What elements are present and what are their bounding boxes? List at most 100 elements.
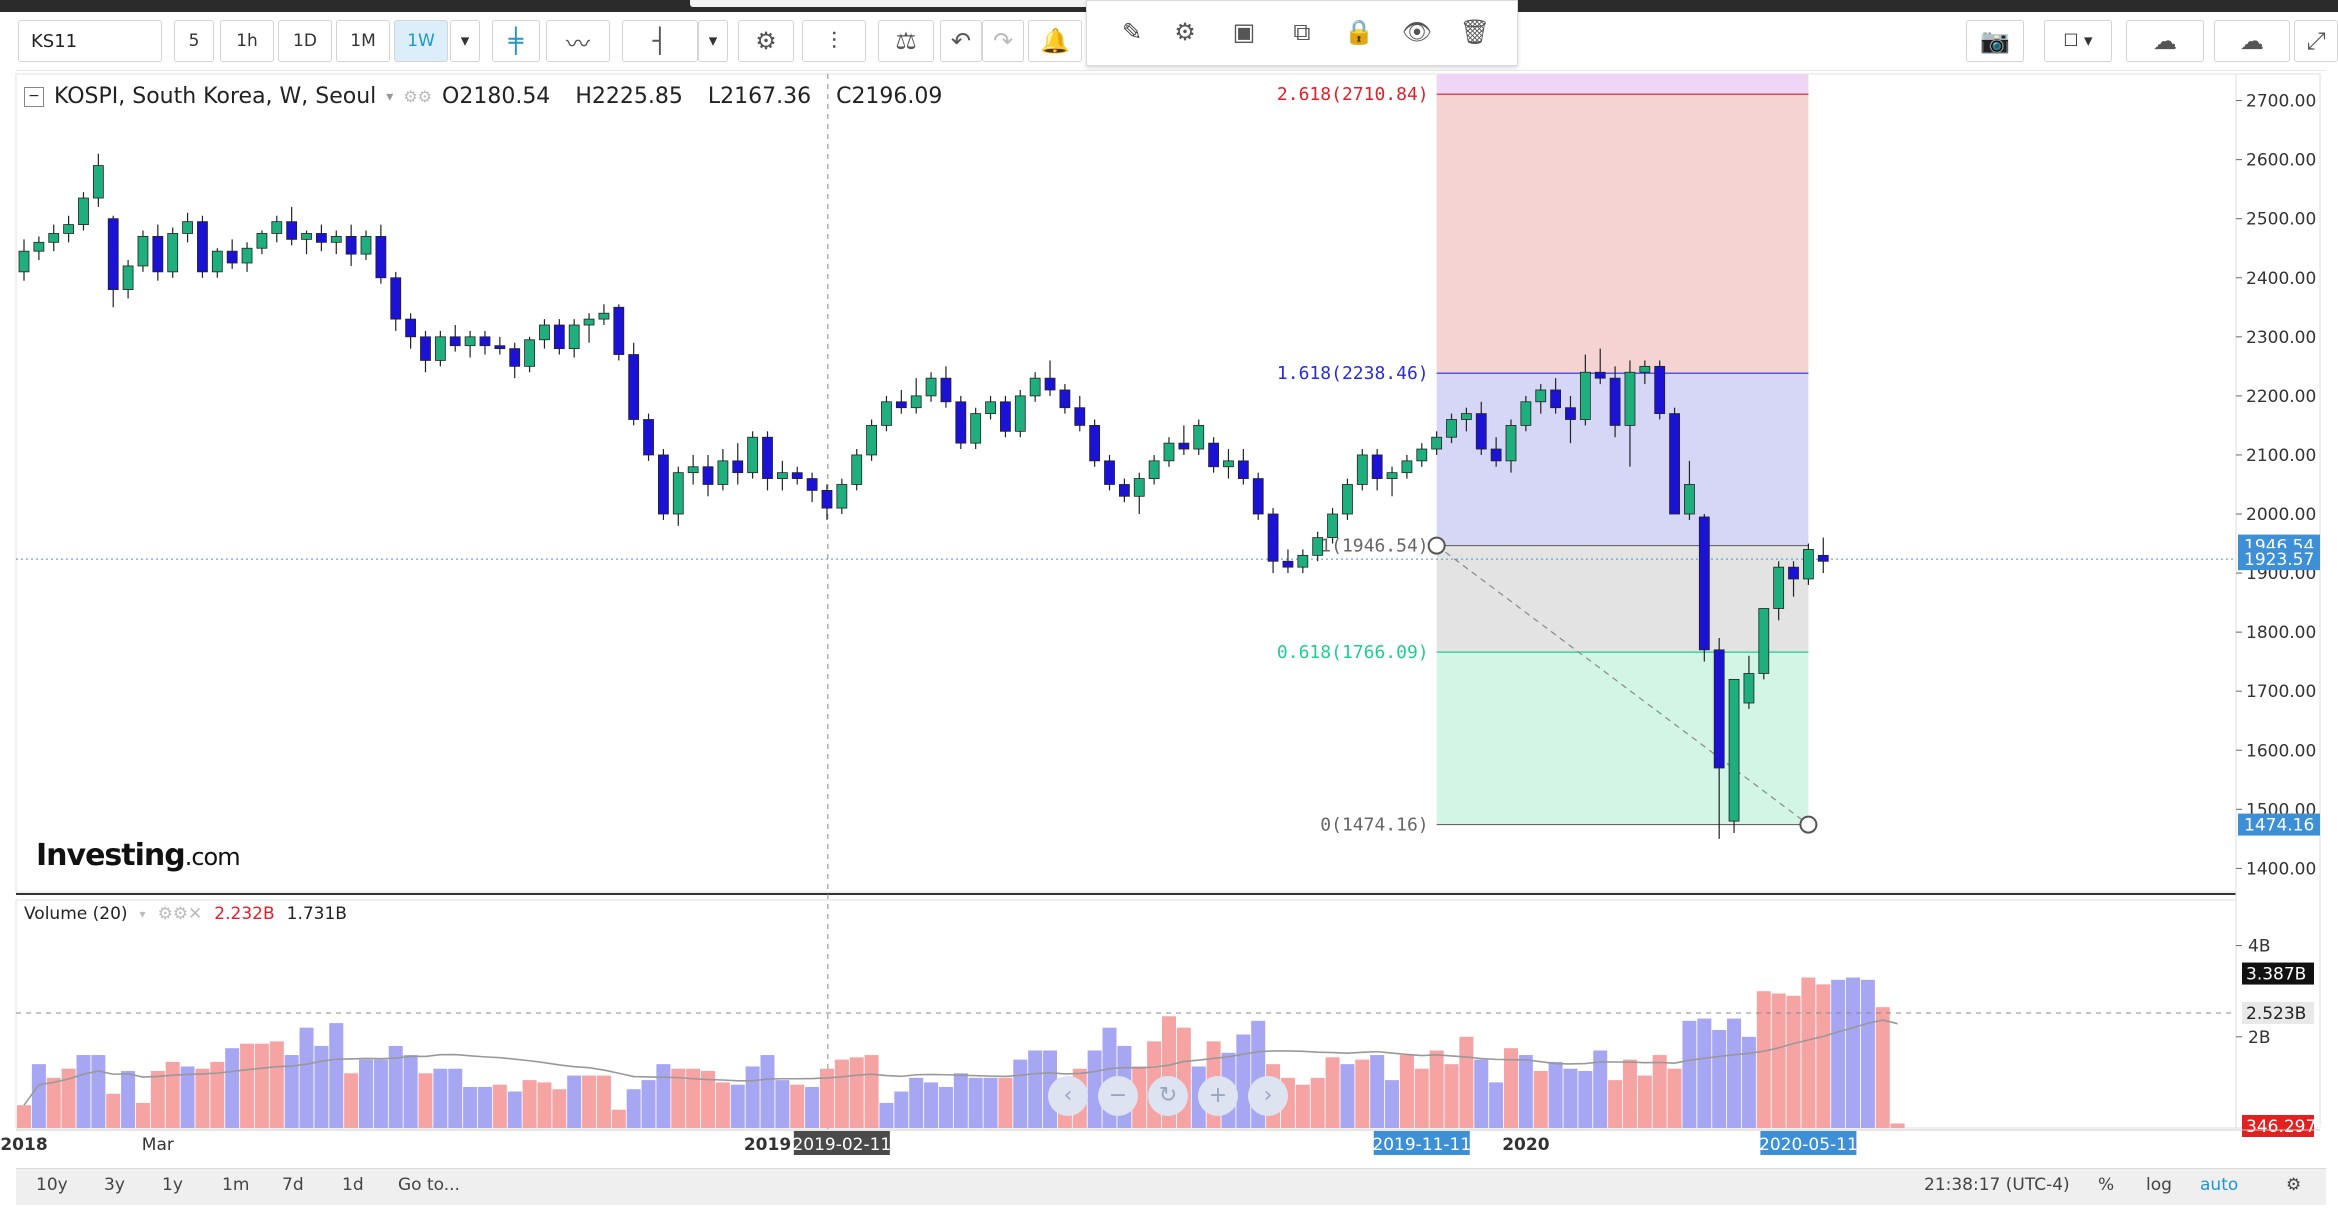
volume-label-text: 2.523B	[2246, 1004, 2306, 1024]
settings-gear-icon[interactable]: ⚙	[738, 20, 794, 62]
candle	[1743, 655, 1755, 709]
trash-icon[interactable]: 🗑	[1455, 11, 1495, 53]
lock-icon[interactable]: 🔒	[1339, 11, 1379, 53]
cloud-upload-icon[interactable]: ☁	[2214, 20, 2290, 62]
volume-title[interactable]: Volume (20)	[24, 904, 128, 924]
volume-bar	[1622, 1059, 1637, 1128]
candles-icon[interactable]: ╪	[492, 20, 540, 62]
volume-bar	[1013, 1059, 1028, 1128]
interval-1d[interactable]: 1D	[278, 20, 332, 62]
layout-select-icon[interactable]: ☐ ▾	[2044, 20, 2112, 62]
candle	[1594, 348, 1606, 385]
candle	[78, 192, 89, 231]
legend-dropdown-icon[interactable]: ▾	[386, 88, 394, 105]
interval-1w[interactable]: 1W	[394, 20, 448, 62]
drawing-settings-icon[interactable]: ⚙	[1165, 11, 1205, 53]
collapse-icon[interactable]: −	[24, 86, 44, 107]
line-chart-icon[interactable]: 〰	[546, 20, 610, 62]
candle-body	[658, 454, 669, 515]
series-title[interactable]: KOSPI, South Korea, W, Seoul	[54, 84, 377, 109]
compare-scale-icon[interactable]: ⚖	[878, 20, 934, 62]
brush-color-icon[interactable]: ✎	[1109, 11, 1155, 53]
candle	[687, 454, 699, 485]
candle-body	[449, 336, 461, 347]
ohlc-values: O2180.54 H2225.85 L2167.36 C2196.09	[442, 84, 960, 109]
undo-icon[interactable]: ↶	[940, 20, 982, 62]
candle	[1803, 543, 1814, 585]
layer-icon[interactable]: ▣	[1219, 11, 1269, 53]
volume-ma-line	[23, 1019, 1898, 1106]
range-1d[interactable]: 1d	[342, 1175, 364, 1195]
volume-bar	[1340, 1064, 1355, 1128]
candle	[256, 230, 268, 255]
indicators-icon[interactable]: ⫶	[802, 20, 866, 62]
interval-1m[interactable]: 1M	[336, 20, 390, 62]
candle-body	[762, 436, 773, 479]
range-10y[interactable]: 10y	[36, 1175, 68, 1195]
range-1m[interactable]: 1m	[222, 1175, 250, 1195]
percent-toggle[interactable]: %	[2098, 1175, 2115, 1195]
candle-body	[1163, 442, 1175, 462]
volume-bar	[61, 1068, 76, 1128]
candle	[18, 239, 30, 281]
candle-body	[479, 336, 491, 347]
candle-body	[1416, 448, 1428, 462]
alert-bell-icon[interactable]: 🔔	[1028, 20, 1082, 62]
volume-bar	[1816, 984, 1831, 1128]
volume-bar	[463, 1086, 478, 1128]
volume-settings-icon[interactable]: ⚙⚙✕	[157, 904, 203, 924]
range-1y[interactable]: 1y	[162, 1175, 183, 1195]
candle	[613, 304, 625, 361]
log-toggle[interactable]: log	[2146, 1175, 2172, 1195]
redo-icon[interactable]: ↷	[982, 20, 1024, 62]
fullscreen-icon[interactable]: ⤢	[2294, 20, 2338, 62]
candle	[1609, 366, 1621, 438]
volume-bar	[284, 1055, 299, 1128]
fib-level-label: 0(1474.16)	[1320, 815, 1428, 836]
symbol-input[interactable]: KS11	[18, 20, 162, 62]
candle-body	[48, 233, 60, 243]
candle-body	[1490, 448, 1502, 462]
candle	[732, 443, 744, 485]
scroll-right-icon[interactable]: ›	[1248, 1076, 1288, 1116]
price-axis	[2235, 73, 2321, 1129]
zoom-in-icon[interactable]: +	[1198, 1076, 1238, 1116]
price-label-box	[2238, 548, 2320, 571]
interval-5[interactable]: 5	[174, 20, 214, 62]
interval-dropdown-icon[interactable]: ▾	[450, 20, 480, 62]
candle-body	[1460, 413, 1472, 420]
open-value: O2180.54	[442, 84, 551, 109]
candle-body	[241, 247, 253, 264]
cloud-download-icon[interactable]: ☁	[2126, 20, 2204, 62]
volume-bar	[492, 1084, 507, 1128]
candle-body	[553, 324, 565, 350]
candle-body	[1773, 566, 1785, 609]
visibility-eye-icon[interactable]: 👁	[1397, 11, 1437, 53]
legend-settings-icon[interactable]: ⚙⚙	[403, 87, 433, 106]
candle-body	[1520, 401, 1532, 426]
scroll-left-icon[interactable]: ‹	[1048, 1076, 1088, 1116]
interval-1h[interactable]: 1h	[220, 20, 274, 62]
settings-icon[interactable]: ⚙	[2286, 1175, 2302, 1195]
candle-body	[1713, 649, 1725, 769]
volume-bar	[359, 1059, 374, 1128]
goto-date[interactable]: Go to...	[398, 1175, 460, 1195]
bars-icon[interactable]: ┤	[622, 20, 698, 62]
volume-bar	[1801, 977, 1816, 1128]
candle-body	[18, 250, 30, 273]
volume-dropdown-icon[interactable]: ▾	[139, 907, 146, 921]
auto-toggle[interactable]: auto	[2200, 1175, 2239, 1195]
clone-icon[interactable]: ⧉	[1277, 11, 1327, 53]
zoom-out-icon[interactable]: −	[1098, 1076, 1138, 1116]
volume-label-box	[2242, 1115, 2314, 1137]
chart-canvas[interactable]: 2.618(2710.84) 1.618(2238.46) 1(1946.54) 0.…	[0, 0, 2338, 1168]
range-7d[interactable]: 7d	[282, 1175, 304, 1195]
chart-type-dropdown-icon[interactable]: ▾	[698, 20, 728, 62]
candle-body	[836, 484, 848, 509]
volume-bar	[1652, 1055, 1667, 1128]
reset-icon[interactable]: ↻	[1148, 1076, 1188, 1116]
camera-icon[interactable]: 📷	[1966, 20, 2024, 62]
candle-body	[776, 472, 788, 479]
candle-body	[539, 324, 550, 341]
range-3y[interactable]: 3y	[104, 1175, 125, 1195]
